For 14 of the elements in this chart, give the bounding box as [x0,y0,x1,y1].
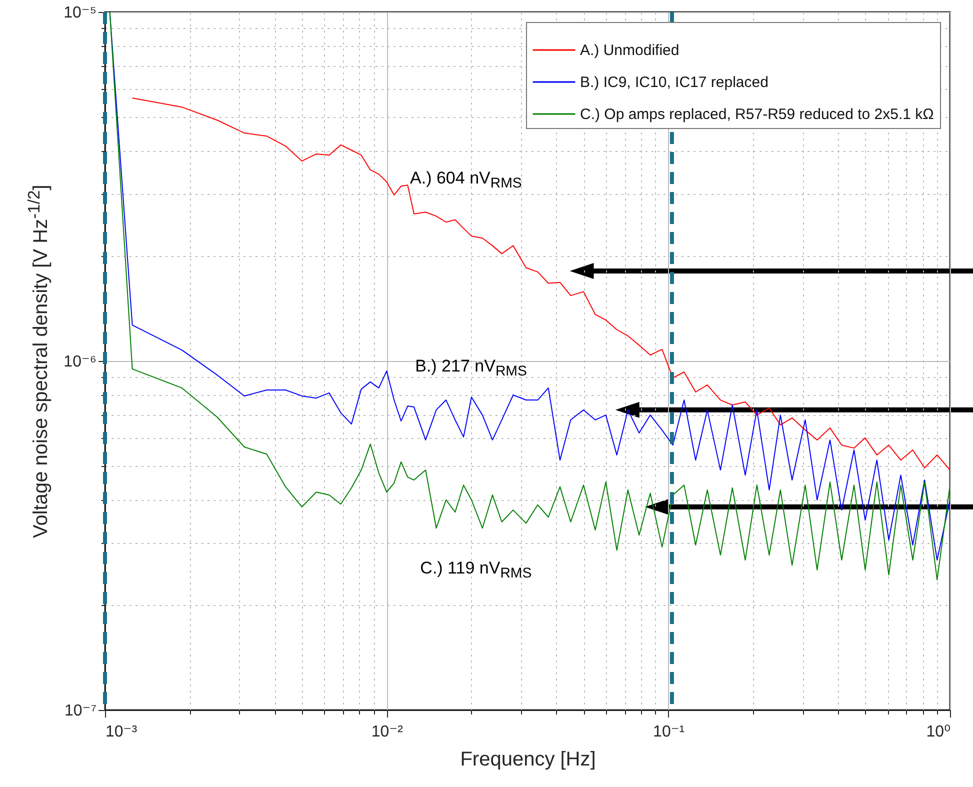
x-tick-label: 10⁻³ [106,724,138,740]
x-tick-label: 10⁻¹ [653,724,685,740]
annotation: A.) 604 nV$_{RMS}$ [410,168,522,192]
annotation: C.) 119 nV$_{RMS}$ [420,558,532,582]
legend-label: A.) Unmodified [580,42,680,59]
y-tick-label: 10⁻⁶ [64,354,96,370]
y-tick-label: 10⁻⁵ [64,4,96,22]
annotation: B.) 217 nV$_{RMS}$ [415,356,527,380]
legend-label: C.) Op amps replaced, R57-R59 reduced to 2x5.1 kΩ [580,106,934,123]
y-tick-label: 10⁻⁷ [64,702,97,720]
x-tick-label: 10⁰ [926,724,950,740]
x-axis-title: Frequency [Hz] [460,748,596,770]
x-tick-label: 10⁻² [371,724,404,740]
legend-label: B.) IC9, IC10, IC17 replaced [580,74,768,91]
